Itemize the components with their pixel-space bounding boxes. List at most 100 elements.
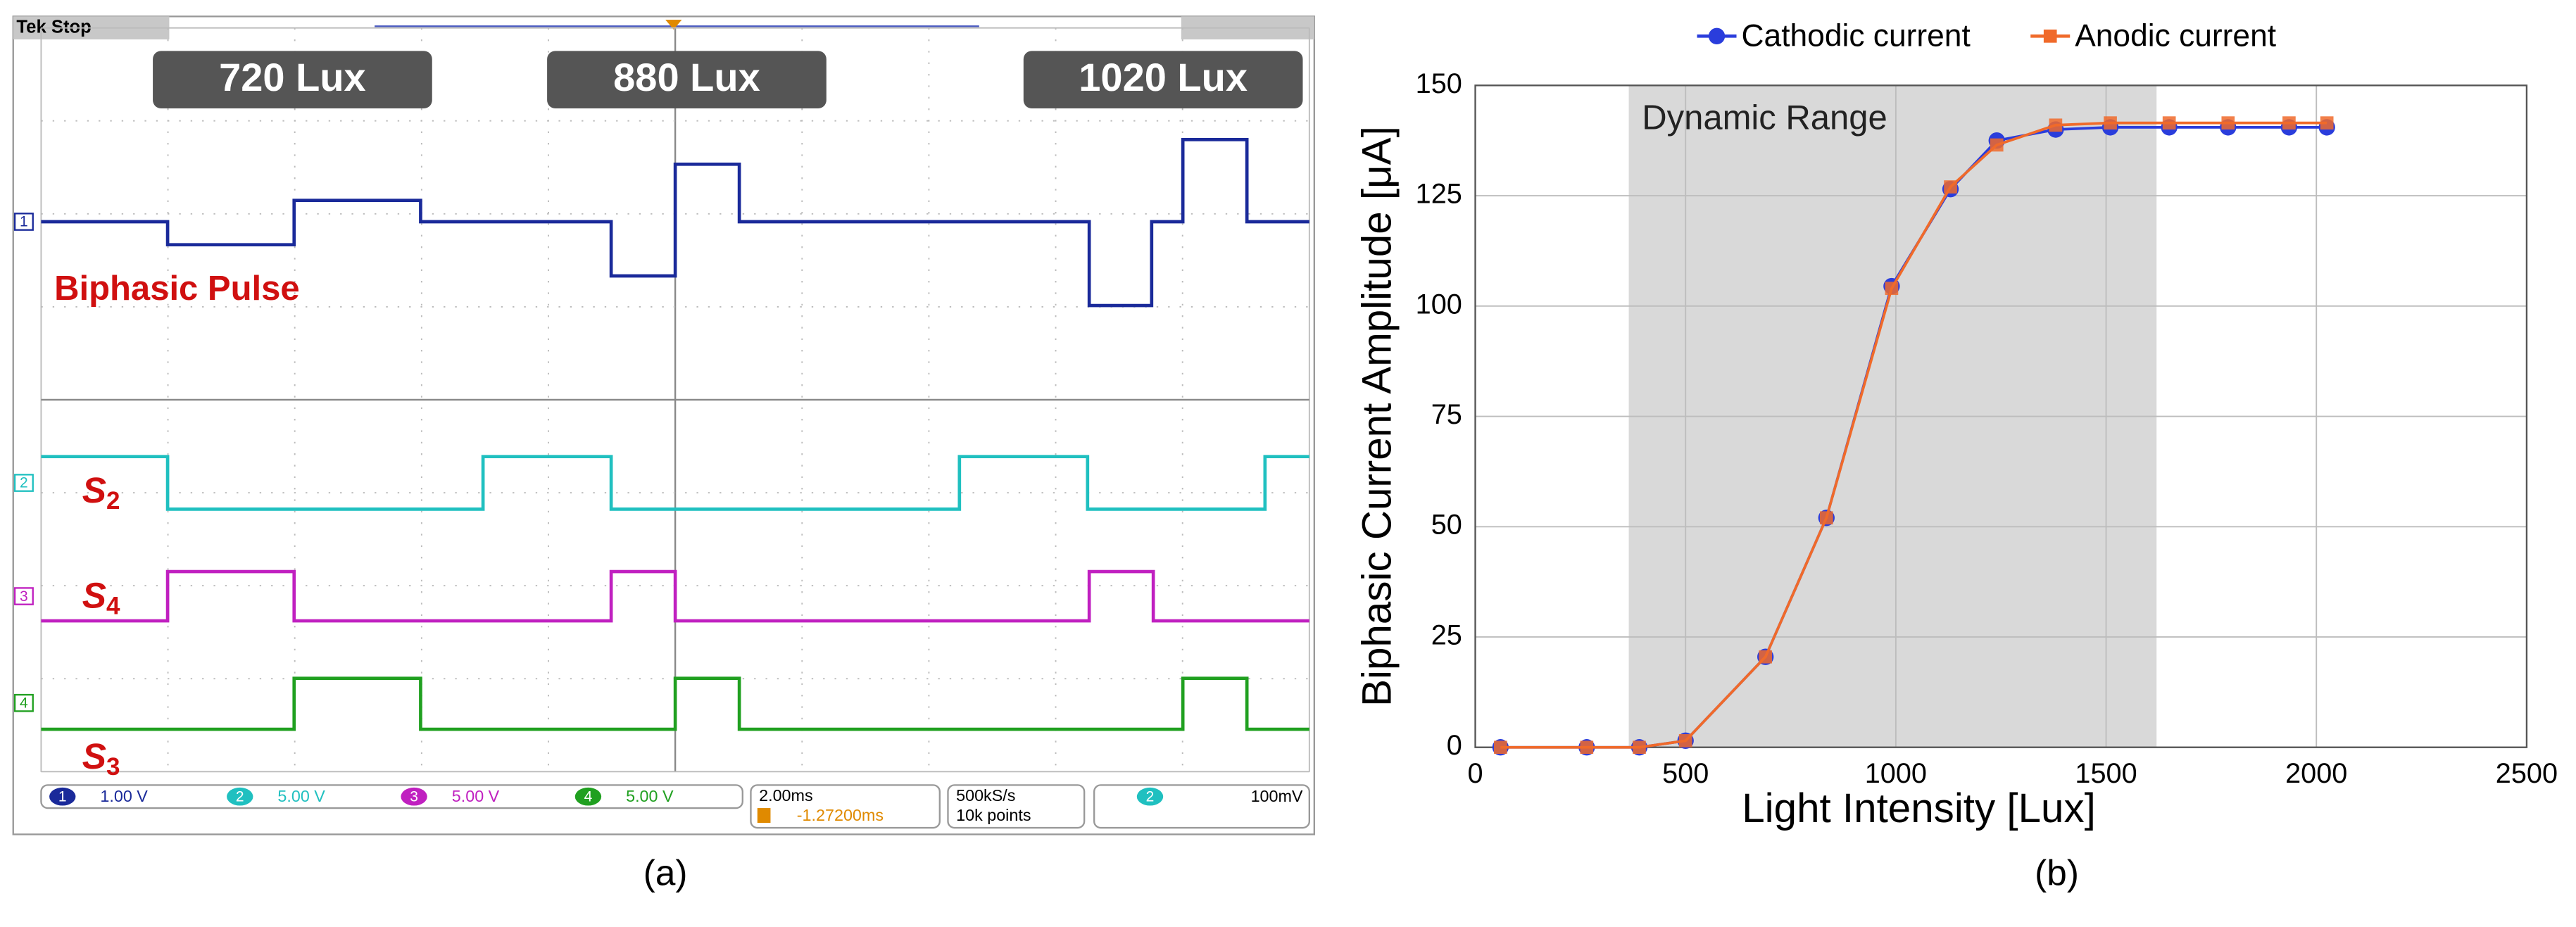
lux-label: 1020 Lux <box>1079 55 1248 99</box>
y-axis-title: Biphasic Current Amplitude [μA] <box>1355 126 1400 707</box>
caption: (b) <box>2035 852 2079 893</box>
marker <box>2320 116 2334 130</box>
channel-badge <box>227 787 253 806</box>
plot-border <box>1474 84 2528 748</box>
channel-scale: 1.00 V <box>100 787 148 805</box>
marker <box>1885 282 1899 296</box>
waveform-ch3 <box>41 569 1309 623</box>
signal-letter: S <box>82 575 106 615</box>
channel-badge <box>401 787 427 806</box>
channel-marker-label: 1 <box>20 214 28 230</box>
y-tick-label: 150 <box>1416 68 1462 99</box>
legend-marker <box>1708 27 1726 45</box>
marker <box>1678 733 1692 748</box>
marker <box>1990 138 2004 152</box>
lux-labels: 720 Lux 880 Lux 1020 Lux <box>153 51 1303 109</box>
channel-number: 4 <box>584 788 593 805</box>
waveform-ch1 <box>41 138 1309 308</box>
marker <box>2282 116 2296 130</box>
shaded-label: Dynamic Range <box>1642 99 1887 137</box>
x-tick-label: 1000 <box>1865 758 1927 789</box>
scope-status: Tek Stop <box>16 17 91 37</box>
trigger-channel: 2 <box>1146 788 1155 805</box>
x-tick-label: 2000 <box>2285 758 2347 789</box>
trace-title: Biphasic Pulse <box>54 270 300 308</box>
channel-scale: 5.00 V <box>626 787 674 805</box>
channel-badge <box>49 787 76 806</box>
y-tick-label: 100 <box>1416 289 1462 320</box>
x-tick-label: 500 <box>1662 758 1709 789</box>
channel-marker <box>13 213 34 231</box>
channel-scale: 5.00 V <box>452 787 500 805</box>
status-bar: 1 1.00 V 2 5.00 V 3 5.00 V 4 5.00 V 2.00ms-1.272… <box>40 784 1311 829</box>
channel-scale: 5.00 V <box>277 787 325 805</box>
x-tick-label: 0 <box>1467 758 1483 789</box>
marker <box>2104 116 2117 130</box>
channel-markers: 1 2 3 4 <box>13 213 34 712</box>
channel-number: 2 <box>236 788 244 805</box>
marker <box>2221 116 2235 130</box>
marker <box>1633 740 1646 755</box>
marker <box>1759 650 1773 664</box>
channel-badge <box>574 787 602 806</box>
legend-marker <box>2043 30 2057 43</box>
sample-rate: 500kS/s <box>956 786 1015 805</box>
lux-label: 720 Lux <box>219 55 366 99</box>
marker <box>1819 511 1833 525</box>
channel-marker <box>13 474 34 492</box>
trigger-level: 100mV <box>1251 787 1303 805</box>
lux-box <box>153 51 432 109</box>
channel-marker <box>13 693 34 712</box>
waveforms <box>41 138 1309 731</box>
signal-label: S4 <box>82 575 120 620</box>
signal-label: S3 <box>82 736 120 781</box>
lux-label: 880 Lux <box>613 55 760 99</box>
lux-box <box>1023 51 1303 109</box>
marker <box>2049 118 2063 132</box>
caption: (a) <box>643 852 688 893</box>
scope-frame <box>12 15 1316 835</box>
trigger-pos-icon <box>757 808 771 824</box>
signal-subscript: 2 <box>106 487 120 515</box>
channel-marker-label: 4 <box>20 695 28 711</box>
marker <box>2162 116 2176 130</box>
channel-number: 3 <box>410 788 418 805</box>
marker <box>1944 180 1957 194</box>
y-tick-label: 0 <box>1447 730 1462 761</box>
y-tick-label: 25 <box>1431 619 1462 650</box>
signal-subscript: 3 <box>106 753 120 781</box>
waveform-ch2 <box>41 455 1309 511</box>
trigger-channel-badge <box>1136 787 1164 806</box>
status-channels-box <box>40 784 743 809</box>
x-tick-label: 2500 <box>2496 758 2558 789</box>
channel-marker-label: 3 <box>20 588 28 605</box>
marker <box>1580 740 1594 755</box>
signal-subscript: 4 <box>106 593 120 620</box>
signal-letter: S <box>82 470 106 510</box>
legend-label: Cathodic current <box>1742 18 1971 53</box>
y-tick-label: 125 <box>1416 179 1462 210</box>
channel-marker <box>13 587 34 605</box>
trigger-position: -1.27200ms <box>797 806 884 824</box>
record-length: 10k points <box>956 806 1031 824</box>
x-axis-title: Light Intensity [Lux] <box>1742 786 2096 831</box>
y-tick-label: 75 <box>1431 399 1462 430</box>
y-tick-label: 50 <box>1431 510 1462 541</box>
x-tick-label: 1500 <box>2075 758 2137 789</box>
channel-marker-label: 2 <box>20 475 28 491</box>
trigger-icon <box>665 20 682 30</box>
timebase-box <box>750 784 941 829</box>
signal-label: S2 <box>82 470 120 515</box>
waveform-ch4 <box>41 676 1309 731</box>
channel-number: 1 <box>58 788 67 805</box>
acquisition-box <box>947 784 1086 829</box>
signal-letter: S <box>82 736 106 776</box>
timebase: 2.00ms <box>759 786 813 805</box>
lux-box <box>547 51 827 109</box>
marker <box>1494 740 1507 755</box>
legend-label: Anodic current <box>2075 18 2276 53</box>
